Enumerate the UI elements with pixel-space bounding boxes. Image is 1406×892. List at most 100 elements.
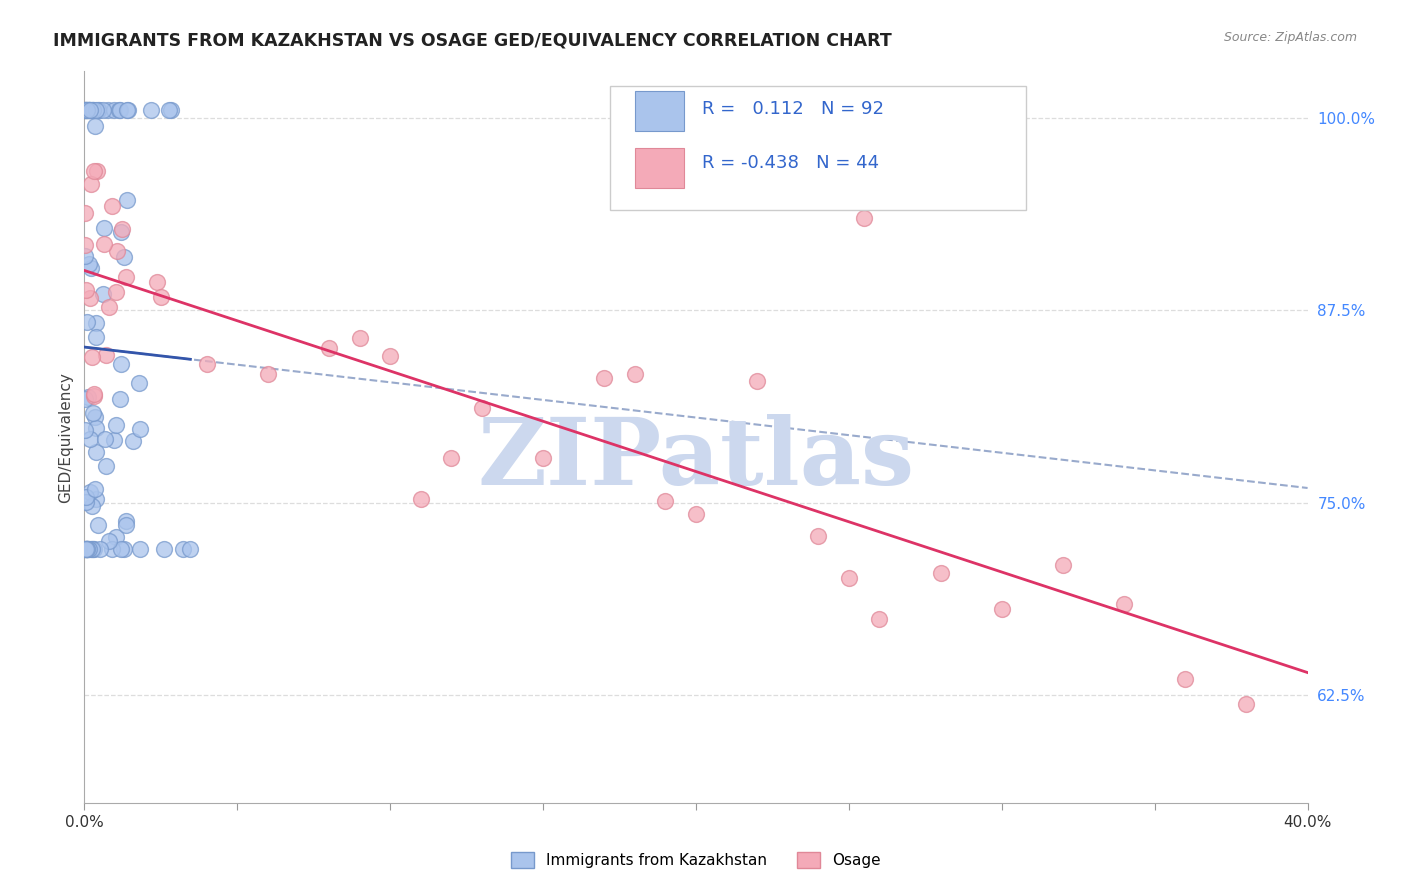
Point bbox=[115, 103, 138, 117]
Point bbox=[75, 103, 97, 117]
Point bbox=[73, 423, 96, 437]
Point bbox=[110, 225, 132, 239]
Point bbox=[747, 375, 769, 389]
Point bbox=[84, 491, 107, 506]
Text: R =   0.112   N = 92: R = 0.112 N = 92 bbox=[702, 101, 884, 119]
Point bbox=[73, 541, 96, 556]
Point bbox=[76, 541, 98, 556]
Point bbox=[76, 541, 98, 556]
Point bbox=[1236, 697, 1258, 711]
Point bbox=[80, 261, 103, 276]
Legend: Immigrants from Kazakhstan, Osage: Immigrants from Kazakhstan, Osage bbox=[510, 853, 882, 868]
Point bbox=[115, 270, 138, 285]
Point bbox=[105, 244, 128, 259]
Point bbox=[91, 103, 114, 117]
Point bbox=[440, 450, 463, 465]
Point bbox=[139, 103, 162, 117]
Point bbox=[89, 103, 111, 117]
Point bbox=[179, 541, 201, 556]
Point bbox=[115, 193, 138, 207]
Point bbox=[97, 533, 120, 548]
Point bbox=[80, 541, 103, 556]
Point bbox=[110, 392, 132, 407]
Point bbox=[75, 392, 97, 406]
Point bbox=[869, 612, 891, 626]
Point bbox=[145, 275, 167, 289]
Point bbox=[624, 367, 647, 381]
Point bbox=[73, 541, 96, 556]
Point bbox=[76, 103, 98, 117]
Point bbox=[685, 508, 707, 522]
Point bbox=[110, 221, 132, 235]
FancyBboxPatch shape bbox=[610, 86, 1026, 211]
Point bbox=[75, 206, 97, 220]
Point bbox=[76, 541, 98, 556]
Point bbox=[349, 331, 371, 345]
Point bbox=[110, 357, 132, 371]
Point bbox=[83, 389, 105, 403]
Point bbox=[108, 103, 131, 117]
Point bbox=[77, 256, 100, 270]
Point bbox=[77, 541, 100, 556]
Point bbox=[159, 103, 181, 117]
Point bbox=[83, 387, 105, 401]
Point bbox=[84, 445, 107, 459]
Point bbox=[380, 350, 402, 364]
Point bbox=[77, 103, 100, 117]
Point bbox=[838, 571, 860, 585]
Point bbox=[79, 485, 101, 500]
Point bbox=[83, 541, 105, 556]
Point bbox=[84, 119, 107, 133]
Point bbox=[82, 103, 104, 117]
Point bbox=[84, 103, 107, 117]
Point bbox=[76, 314, 98, 328]
Y-axis label: GED/Equivalency: GED/Equivalency bbox=[58, 372, 73, 502]
Point bbox=[409, 492, 432, 507]
Point bbox=[114, 518, 136, 533]
Point bbox=[471, 401, 494, 416]
Point bbox=[105, 285, 128, 299]
Point bbox=[79, 103, 101, 117]
Point bbox=[531, 451, 554, 466]
Point bbox=[117, 103, 139, 117]
Point bbox=[195, 357, 218, 371]
Point bbox=[122, 434, 145, 448]
Point bbox=[82, 103, 104, 117]
Point bbox=[75, 103, 97, 117]
Point bbox=[75, 103, 97, 117]
Point bbox=[91, 287, 114, 301]
Point bbox=[114, 514, 136, 528]
Point bbox=[110, 541, 132, 556]
Point bbox=[929, 566, 952, 580]
Point bbox=[84, 410, 107, 425]
Point bbox=[101, 541, 124, 556]
Point bbox=[76, 541, 98, 556]
Point bbox=[654, 493, 676, 508]
Point bbox=[76, 541, 98, 556]
Point bbox=[86, 518, 108, 533]
Point bbox=[112, 250, 135, 264]
Point bbox=[93, 237, 115, 252]
Point bbox=[84, 330, 107, 344]
Point bbox=[112, 541, 135, 556]
Point bbox=[75, 283, 97, 297]
Point bbox=[89, 541, 111, 556]
Point bbox=[318, 341, 340, 355]
Point bbox=[84, 483, 107, 497]
Point bbox=[77, 541, 100, 556]
Point bbox=[1174, 672, 1197, 686]
Point bbox=[75, 541, 97, 556]
Text: Source: ZipAtlas.com: Source: ZipAtlas.com bbox=[1223, 31, 1357, 45]
Point bbox=[93, 432, 115, 446]
Point bbox=[82, 499, 104, 513]
Point bbox=[853, 211, 876, 225]
Point bbox=[172, 541, 194, 556]
FancyBboxPatch shape bbox=[636, 91, 683, 131]
Point bbox=[76, 103, 98, 117]
Point bbox=[73, 103, 96, 117]
Point bbox=[96, 348, 118, 362]
Point bbox=[96, 459, 118, 474]
Point bbox=[77, 103, 100, 117]
Point bbox=[75, 495, 97, 509]
Point bbox=[82, 541, 104, 556]
